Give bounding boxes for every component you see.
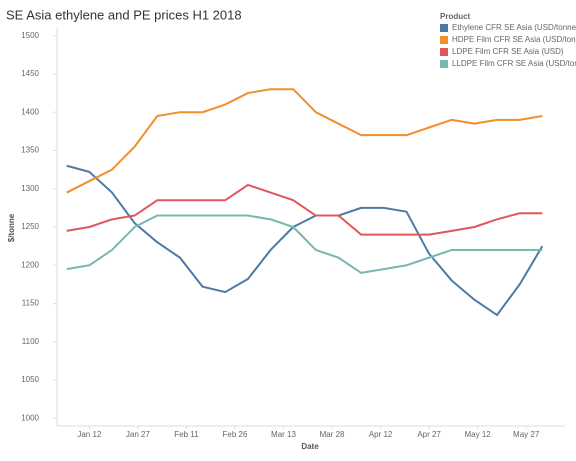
x-tick-label: Mar 13 [271,430,296,439]
legend-title: Product [440,12,471,21]
series-line [66,183,543,236]
y-tick-label: 1050 [21,375,39,384]
series-line [66,214,543,274]
y-tick-label: 1400 [21,107,39,116]
y-tick-label: 1150 [22,299,40,308]
x-tick-label: May 12 [465,430,492,439]
y-tick-label: 1300 [21,184,39,193]
legend-swatch [440,36,448,44]
x-tick-label: May 27 [513,430,540,439]
y-axis-title: $/tonne [7,213,16,242]
x-tick-label: Feb 11 [174,430,199,439]
x-tick-label: Jan 12 [77,430,102,439]
legend-swatch [440,60,448,68]
x-tick-label: Mar 28 [320,430,345,439]
x-tick-label: Jan 27 [126,430,151,439]
y-tick-label: 1100 [22,337,40,346]
legend-swatch [440,24,448,32]
series-line [66,164,544,317]
x-tick-label: Feb 26 [223,430,248,439]
legend-label: LDPE Film CFR SE Asia (USD) [452,47,564,56]
x-tick-label: Apr 12 [369,430,393,439]
y-tick-label: 1000 [21,413,39,422]
y-tick-label: 1450 [21,69,39,78]
series-line [66,88,543,194]
y-tick-label: 1200 [21,260,39,269]
y-tick-label: 1350 [21,146,39,155]
x-tick-label: Apr 27 [417,430,441,439]
y-tick-label: 1250 [21,222,39,231]
legend-label: HDPE Film CFR SE Asia (USD/tonne) [452,35,576,44]
x-axis-title: Date [301,442,319,451]
y-tick-label: 1500 [21,31,39,40]
legend-label: Ethylene CFR SE Asia (USD/tonne) [452,23,576,32]
chart-title: SE Asia ethylene and PE prices H1 2018 [6,7,242,22]
legend-swatch [440,48,448,56]
legend-label: LLDPE Film CFR SE Asia (USD/tonne) [452,59,576,68]
